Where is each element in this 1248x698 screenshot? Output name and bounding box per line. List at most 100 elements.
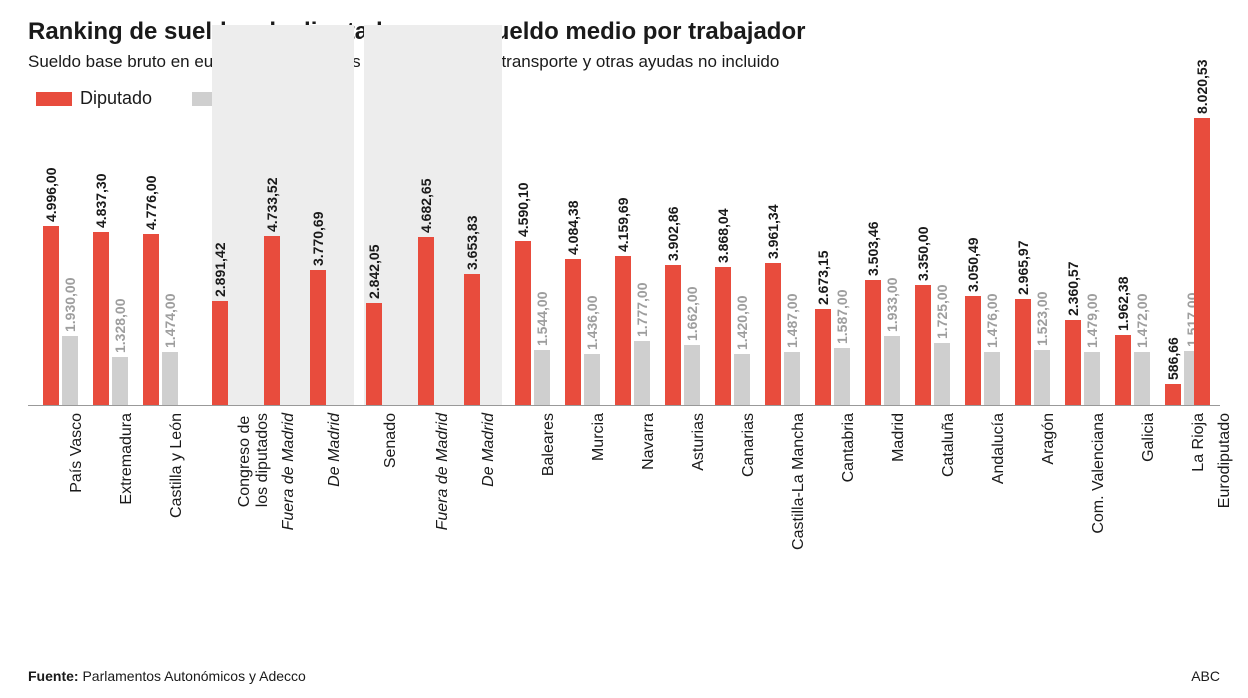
bar-value-trabajador: 1.930,00 (62, 278, 78, 337)
bar-value-trabajador: 1.328,00 (112, 299, 128, 358)
bar-value-diputado: 3.350,00 (915, 227, 931, 286)
bar-value-trabajador: 1.436,00 (584, 296, 600, 355)
bar-diputado: 3.503,46 (865, 280, 881, 405)
bar-value-diputado: 3.770,69 (310, 212, 326, 271)
bar-value-trabajador: 1.476,00 (984, 294, 1000, 353)
bar-diputado: 4.590,10 (515, 241, 531, 405)
chart-area: 4.996,001.930,004.837,301.328,004.776,00… (28, 115, 1220, 605)
legend-label-diputado: Diputado (80, 88, 152, 109)
bar-value-diputado: 4.776,00 (143, 176, 159, 235)
highlight-box (212, 25, 354, 405)
bar-value-trabajador: 1.725,00 (934, 285, 950, 344)
bar-group: 3.350,001.725,00 (915, 285, 950, 405)
bar-diputado: 4.084,38 (565, 259, 581, 405)
bar-group: 2.842,05 (366, 303, 382, 405)
x-axis-label: Castilla y León (168, 413, 186, 518)
bar-trabajador: 1.930,00 (62, 336, 78, 405)
bar-group: 4.590,101.544,00 (515, 241, 550, 405)
bar-trabajador: 1.777,00 (634, 341, 650, 405)
x-axis-label: Congreso delos diputados (236, 413, 272, 507)
bar-diputado: 4.733,52 (264, 236, 280, 405)
bar-trabajador: 1.523,00 (1034, 350, 1050, 405)
bar-value-trabajador: 1.933,00 (884, 278, 900, 337)
bar-diputado: 2.965,97 (1015, 299, 1031, 405)
bar-value-diputado: 2.673,15 (815, 251, 831, 310)
bar-group: 3.770,69 (310, 270, 326, 405)
x-axis-label: Extremadura (118, 413, 136, 505)
x-axis-label: Castilla-La Mancha (790, 413, 808, 550)
x-axis-label: Cantabria (840, 413, 858, 482)
bar-value-diputado: 4.996,00 (43, 168, 59, 227)
bar-group: 4.733,52 (264, 236, 280, 405)
x-axis-label: De Madrid (480, 413, 498, 487)
bar-value-trabajador: 1.662,00 (684, 287, 700, 346)
legend-swatch-diputado (36, 92, 72, 106)
x-axis-label: Andalucía (990, 413, 1008, 484)
bar-diputado: 2.360,57 (1065, 320, 1081, 405)
bar-group: 4.682,65 (418, 237, 434, 405)
bar-value-diputado: 2.891,42 (212, 243, 228, 302)
bar-value-diputado: 3.653,83 (464, 216, 480, 275)
legend-item-diputado: Diputado (36, 88, 152, 109)
x-axis-label: Cataluña (940, 413, 958, 477)
bar-value-trabajador: 1.487,00 (784, 294, 800, 353)
x-axis-label: De Madrid (326, 413, 344, 487)
bar-diputado: 8.020,53 (1194, 118, 1210, 405)
x-axis-label: País Vasco (68, 413, 86, 493)
bar-value-diputado: 4.837,30 (93, 174, 109, 233)
bar-trabajador: 1.725,00 (934, 343, 950, 405)
bar-value-trabajador: 1.479,00 (1084, 294, 1100, 353)
bar-group: 4.837,301.328,00 (93, 232, 128, 405)
x-axis-label: Madrid (890, 413, 908, 462)
x-axis-label: Com. Valenciana (1090, 413, 1108, 534)
bar-trabajador: 1.487,00 (784, 352, 800, 405)
bar-value-diputado: 2.842,05 (366, 245, 382, 304)
bar-diputado: 4.776,00 (143, 234, 159, 405)
source-text: Fuente: Parlamentos Autonómicos y Adecco (28, 668, 306, 684)
bar-value-diputado: 2.965,97 (1015, 241, 1031, 300)
bar-value-trabajador: 1.777,00 (634, 283, 650, 342)
bar-value-diputado: 3.050,49 (965, 238, 981, 297)
bar-trabajador: 1.587,00 (834, 348, 850, 405)
bar-value-diputado: 1.962,38 (1115, 277, 1131, 336)
x-axis-label: Asturias (690, 413, 708, 471)
bar-group: 3.902,861.662,00 (665, 265, 700, 405)
bar-diputado: 2.891,42 (212, 301, 228, 405)
bar-value-diputado: 8.020,53 (1194, 60, 1210, 119)
x-axis-label: Canarias (740, 413, 758, 477)
bar-group: 8.020,53 (1194, 118, 1210, 405)
x-axis-label: Navarra (640, 413, 658, 470)
bar-value-diputado: 2.360,57 (1065, 262, 1081, 321)
bar-trabajador: 1.474,00 (162, 352, 178, 405)
bar-trabajador: 1.476,00 (984, 352, 1000, 405)
bar-diputado: 3.902,86 (665, 265, 681, 405)
bar-group: 4.996,001.930,00 (43, 226, 78, 405)
bar-diputado: 4.996,00 (43, 226, 59, 405)
bar-group: 3.868,041.420,00 (715, 267, 750, 405)
bar-diputado: 1.962,38 (1115, 335, 1131, 405)
x-axis-label: Baleares (540, 413, 558, 476)
bar-value-trabajador: 1.420,00 (734, 296, 750, 355)
bar-group: 3.503,461.933,00 (865, 280, 900, 405)
bar-value-diputado: 3.503,46 (865, 222, 881, 281)
bar-trabajador: 1.420,00 (734, 354, 750, 405)
bar-trabajador: 1.479,00 (1084, 352, 1100, 405)
chart-title: Ranking de sueldos de diputado raso y su… (28, 18, 1220, 46)
bar-value-diputado: 4.733,52 (264, 178, 280, 237)
bar-value-diputado: 3.868,04 (715, 209, 731, 268)
bar-group: 4.159,691.777,00 (615, 256, 650, 405)
bar-group: 3.050,491.476,00 (965, 296, 1000, 405)
x-axis-label: Aragón (1040, 413, 1058, 465)
brand-label: ABC (1191, 668, 1220, 684)
x-axis-label: Fuera de Madrid (280, 413, 298, 530)
bar-diputado: 3.050,49 (965, 296, 981, 405)
bar-value-diputado: 3.961,34 (765, 205, 781, 264)
bar-group: 2.673,151.587,00 (815, 309, 850, 405)
bar-trabajador: 1.328,00 (112, 357, 128, 405)
bar-value-diputado: 586,66 (1165, 337, 1181, 384)
bar-group: 3.653,83 (464, 274, 480, 405)
bar-group: 4.084,381.436,00 (565, 259, 600, 405)
bar-diputado: 2.673,15 (815, 309, 831, 405)
x-axis-label: Senado (382, 413, 400, 468)
x-labels-region: País Vasco Extremadura Castilla y León Cong… (28, 405, 1220, 605)
